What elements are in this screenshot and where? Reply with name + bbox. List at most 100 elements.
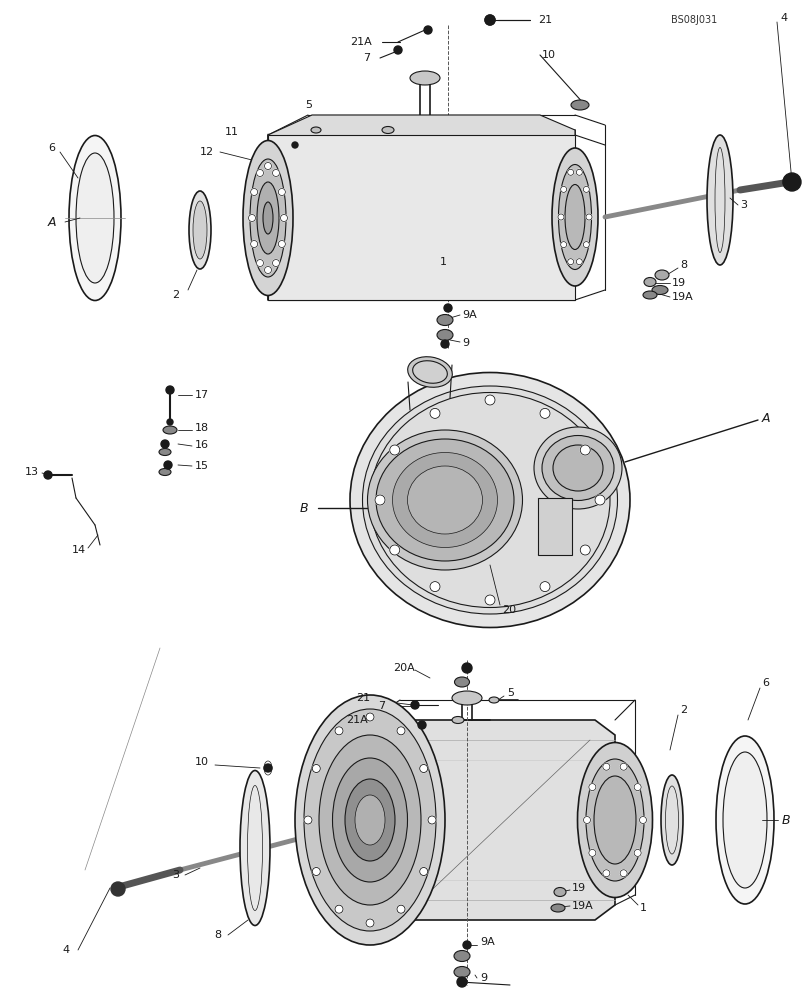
Circle shape (603, 763, 610, 770)
Circle shape (430, 582, 440, 592)
Circle shape (366, 919, 374, 927)
Circle shape (621, 870, 627, 877)
Circle shape (264, 266, 271, 273)
Ellipse shape (393, 452, 498, 548)
Ellipse shape (382, 126, 394, 133)
Circle shape (389, 545, 400, 555)
Ellipse shape (553, 445, 603, 491)
Polygon shape (268, 240, 575, 300)
Circle shape (576, 169, 583, 175)
Circle shape (485, 15, 495, 25)
Ellipse shape (452, 716, 464, 724)
Text: B: B (782, 814, 790, 826)
Circle shape (589, 784, 595, 791)
Polygon shape (370, 720, 615, 920)
Circle shape (428, 816, 436, 824)
Ellipse shape (189, 191, 211, 269)
Circle shape (280, 215, 288, 222)
Ellipse shape (159, 448, 171, 456)
Ellipse shape (542, 436, 614, 500)
Text: 1: 1 (440, 257, 447, 267)
Ellipse shape (594, 776, 636, 864)
Circle shape (250, 240, 258, 247)
Circle shape (335, 727, 343, 735)
Ellipse shape (454, 966, 470, 978)
Circle shape (424, 26, 432, 34)
Text: 8: 8 (680, 260, 687, 270)
Circle shape (580, 445, 591, 455)
Text: 9: 9 (480, 973, 487, 983)
Ellipse shape (723, 752, 767, 888)
Circle shape (394, 46, 402, 54)
Circle shape (561, 186, 566, 192)
Ellipse shape (534, 427, 622, 509)
Circle shape (586, 214, 592, 220)
Circle shape (366, 713, 374, 721)
Ellipse shape (410, 71, 440, 85)
Text: 7: 7 (363, 53, 370, 63)
Ellipse shape (643, 291, 657, 299)
Circle shape (558, 214, 564, 220)
Circle shape (313, 764, 320, 772)
Ellipse shape (586, 759, 644, 881)
Text: 9A: 9A (480, 937, 494, 947)
Ellipse shape (263, 202, 273, 234)
Circle shape (457, 977, 467, 987)
Ellipse shape (408, 357, 452, 387)
Circle shape (783, 173, 801, 191)
Ellipse shape (311, 127, 321, 133)
Text: 5: 5 (305, 100, 312, 110)
Text: 20A: 20A (393, 663, 415, 673)
Circle shape (419, 867, 427, 876)
Circle shape (335, 905, 343, 913)
Text: 17: 17 (195, 390, 209, 400)
Circle shape (540, 582, 550, 592)
Circle shape (256, 169, 263, 176)
Circle shape (463, 941, 471, 949)
Circle shape (639, 816, 646, 824)
Text: 3: 3 (172, 870, 179, 880)
Ellipse shape (363, 386, 617, 614)
Circle shape (595, 495, 605, 505)
Ellipse shape (345, 779, 395, 861)
Circle shape (166, 386, 174, 394)
Ellipse shape (163, 426, 177, 434)
Ellipse shape (333, 758, 407, 882)
Text: 2: 2 (680, 705, 687, 715)
Circle shape (583, 186, 589, 192)
Circle shape (272, 169, 280, 176)
Circle shape (279, 240, 285, 247)
Text: 16: 16 (195, 440, 209, 450)
Circle shape (161, 440, 169, 448)
Text: 6: 6 (762, 678, 769, 688)
Text: 19: 19 (572, 883, 586, 893)
Ellipse shape (295, 695, 445, 945)
Text: 14: 14 (72, 545, 86, 555)
Ellipse shape (454, 950, 470, 962)
Circle shape (621, 763, 627, 770)
Ellipse shape (552, 148, 598, 286)
Circle shape (580, 545, 591, 555)
Circle shape (430, 408, 440, 418)
Ellipse shape (355, 795, 385, 845)
Circle shape (444, 304, 452, 312)
Ellipse shape (76, 153, 114, 283)
Ellipse shape (707, 135, 733, 265)
Text: B: B (300, 502, 309, 514)
Ellipse shape (551, 904, 565, 912)
Circle shape (279, 188, 285, 196)
Circle shape (634, 849, 642, 856)
Circle shape (304, 816, 312, 824)
Text: 9: 9 (462, 338, 469, 348)
Ellipse shape (655, 270, 669, 280)
Circle shape (164, 461, 172, 469)
Text: 21: 21 (356, 693, 370, 703)
Ellipse shape (413, 361, 448, 383)
Ellipse shape (644, 277, 656, 286)
Ellipse shape (350, 372, 630, 628)
Text: 11: 11 (225, 127, 239, 137)
Ellipse shape (558, 164, 591, 269)
Circle shape (441, 340, 449, 348)
Text: 19: 19 (672, 278, 686, 288)
Circle shape (256, 260, 263, 267)
